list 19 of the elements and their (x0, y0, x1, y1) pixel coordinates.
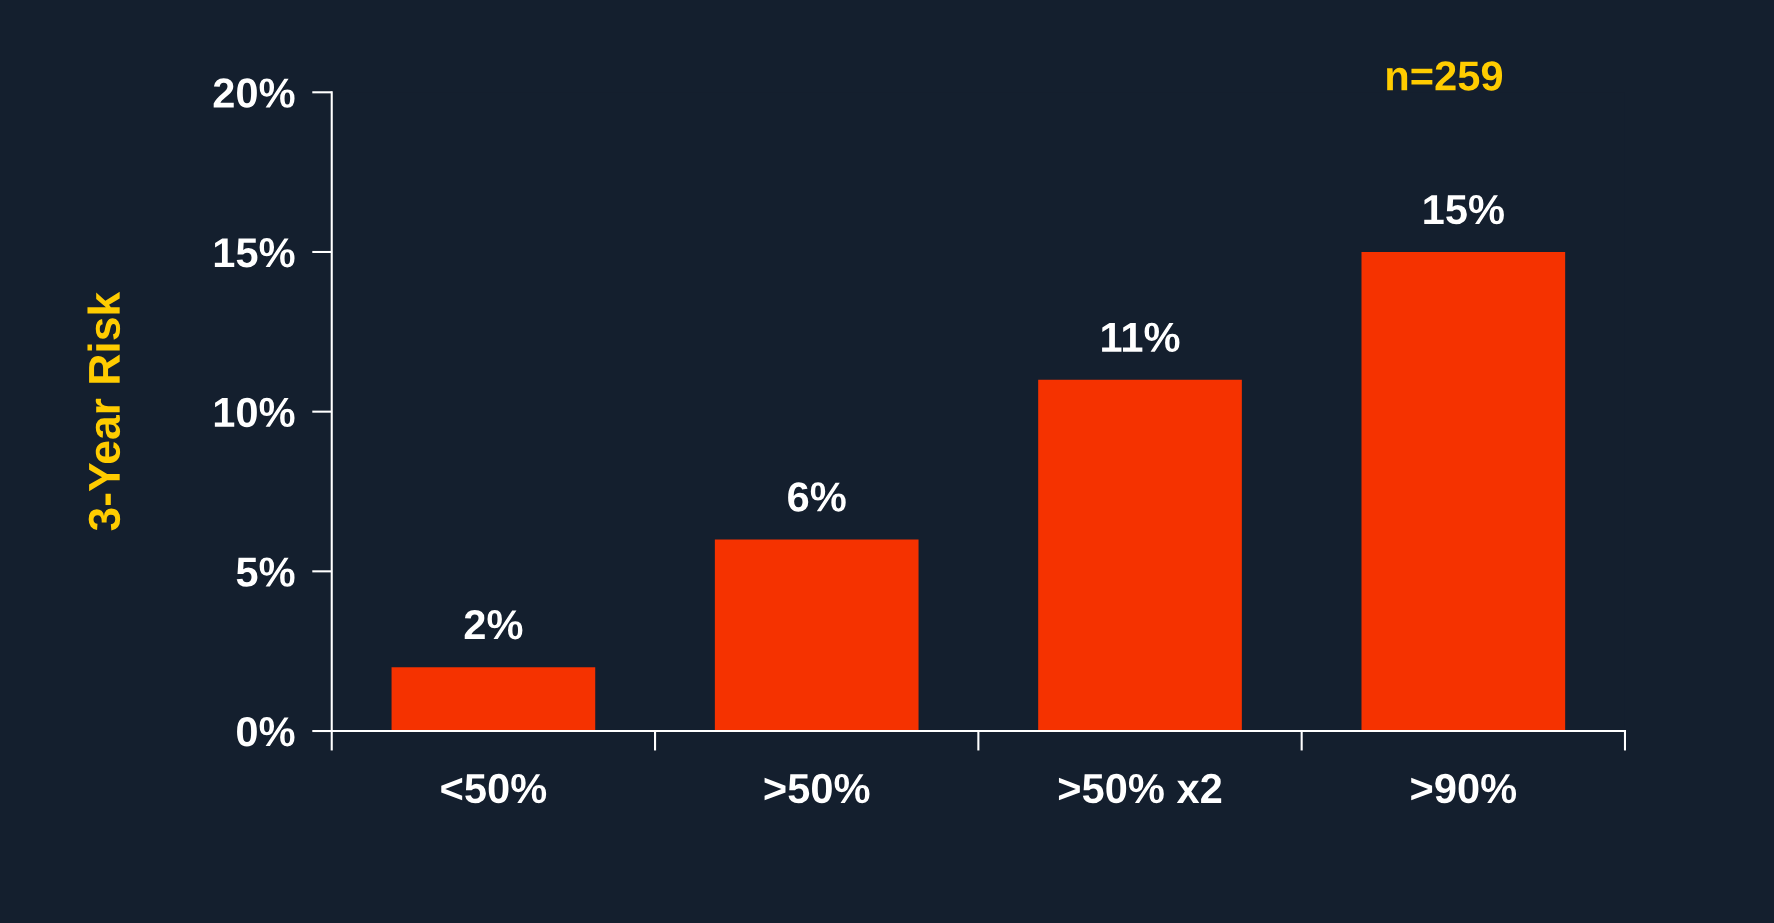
bar (1038, 379, 1242, 732)
y-tick-label: 20% (213, 78, 295, 108)
x-tick-label: >50% x2 (1058, 773, 1222, 804)
bar (714, 539, 919, 732)
x-tick-label: <50% (441, 773, 547, 804)
y-tick-label: 5% (236, 557, 295, 587)
data-label: 6% (788, 482, 846, 512)
y-tick-label: 0% (237, 717, 295, 747)
bar (1361, 251, 1566, 732)
y-axis-title: 3-Year Risk (87, 291, 121, 531)
bar (391, 667, 596, 732)
text: n=259 (1387, 61, 1503, 91)
y-tick-label: 10% (214, 397, 295, 428)
data-label: 2% (464, 609, 523, 640)
x-tick-label: >50% (764, 773, 870, 804)
data-label: 11% (1102, 322, 1180, 352)
y-tick-label: 15% (214, 238, 295, 268)
data-label: 15% (1424, 194, 1504, 225)
x-tick-label: >90% (1411, 773, 1517, 804)
